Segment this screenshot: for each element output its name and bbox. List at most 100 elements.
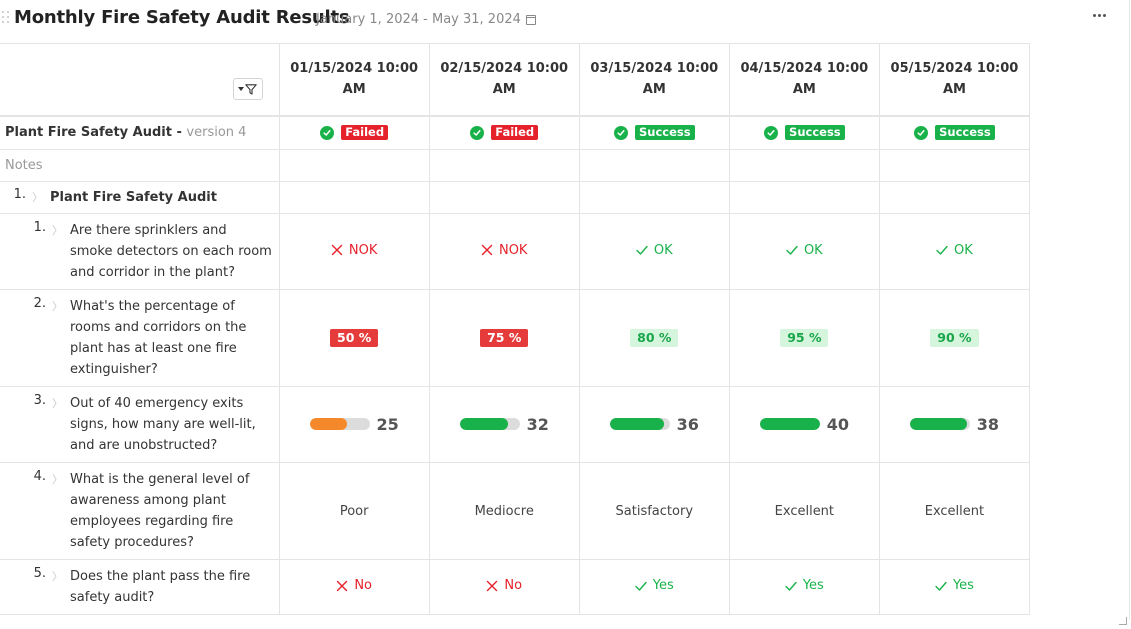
check-circle-icon [764,125,779,140]
chevron-right-icon[interactable]: 〉 [52,300,63,313]
answer-cell[interactable]: 25 [278,386,430,463]
check-icon [935,581,947,591]
question-text-line: smoke detectors on each room [70,244,272,259]
column-date-header[interactable]: 05/15/2024 10:00 AM [878,43,1031,116]
filter-icon [245,83,257,95]
section-empty-cell [878,181,1031,214]
resize-handle-icon[interactable] [1119,617,1127,625]
section-cell[interactable]: 1. 〉 Plant Fire Safety Audit [0,181,280,214]
checkmark-icon [767,129,775,136]
answer-cell[interactable]: No [278,559,430,615]
answer-cell[interactable]: Poor [278,462,430,560]
progress-indicator: 38 [909,415,999,434]
calendar-icon[interactable] [525,14,536,25]
date-range[interactable]: January 1, 2024 - May 31, 2024 [316,12,536,27]
question-cell: 3. 〉 Out of 40 emergency exits signs, how m… [0,386,280,463]
answer-cell[interactable]: 50 % [278,289,430,387]
answer-cell[interactable]: 40 [728,386,880,463]
answer-cell[interactable]: Mediocre [428,462,580,560]
progress-bar-track [609,418,670,431]
answer-negative: No [486,578,522,593]
question-number: 4. [33,469,46,484]
answer-cell[interactable]: 75 % [428,289,580,387]
question-number: 2. [33,296,46,311]
column-date-header[interactable]: 04/15/2024 10:00 AM [728,43,880,116]
answer-cell[interactable]: 32 [428,386,580,463]
progress-bar-fill [609,418,664,431]
answer-cell[interactable]: NOK [278,213,430,290]
question-text-line: awareness among plant [70,493,226,508]
question-text-line: plant has at least one fire [70,341,237,356]
answer-cell[interactable]: Excellent [728,462,880,560]
checkmark-icon [617,129,625,136]
close-icon [481,245,493,256]
notes-cell[interactable] [728,149,880,182]
answer-cell[interactable]: Yes [578,559,730,615]
progress-indicator: 32 [459,415,549,434]
awareness-level: Excellent [924,503,985,519]
question-number: 1. [33,220,46,235]
answer-cell[interactable]: OK [578,213,730,290]
status-badge: Failed [341,125,389,140]
answer-positive: Yes [935,578,974,593]
section-empty-cell [428,181,580,214]
answer-cell[interactable]: No [428,559,580,615]
widget-header: Monthly Fire Safety Audit Results Januar… [0,0,1131,40]
column-date-header[interactable]: 01/15/2024 10:00 AM [278,43,430,116]
status-indicator: Success [764,125,845,140]
answer-cell[interactable]: 95 % [728,289,880,387]
column-date-header[interactable]: 03/15/2024 10:00 AM [578,43,730,116]
chevron-right-icon[interactable]: 〉 [32,191,43,204]
answer-cell[interactable]: 38 [878,386,1031,463]
chevron-right-icon[interactable]: 〉 [52,570,63,583]
answer-cell[interactable]: 36 [578,386,730,463]
awareness-level: Excellent [774,503,835,519]
answer-negative: No [336,578,372,593]
chevron-right-icon[interactable]: 〉 [52,473,63,486]
answer-cell[interactable]: Yes [728,559,880,615]
audit-name: Plant Fire Safety Audit - [5,125,182,141]
question-text-line: employees regarding fire [70,514,234,529]
question-text: Does the plant pass the fire safety audit… [70,566,256,608]
notes-label: Notes [0,149,280,182]
notes-cell[interactable] [878,149,1031,182]
version-row: Plant Fire Safety Audit - version 4 Fail… [0,115,1031,150]
answer-cell[interactable]: OK [728,213,880,290]
answer-cell[interactable]: NOK [428,213,580,290]
answer-value: Yes [952,578,974,594]
check-icon [635,581,647,591]
answer-positive: OK [786,243,823,258]
question-text: Are there sprinklers and smoke detectors … [70,220,278,283]
more-options-icon[interactable] [1093,14,1106,17]
question-text-line: extinguisher? [70,362,158,377]
column-date-header[interactable]: 02/15/2024 10:00 AM [428,43,580,116]
section-empty-cell [278,181,430,214]
answer-value: Yes [802,578,824,594]
chevron-right-icon[interactable]: 〉 [52,224,63,237]
drag-handle-icon[interactable] [2,11,10,27]
section-row: 1. 〉 Plant Fire Safety Audit [0,181,1031,214]
progress-indicator: 36 [609,415,699,434]
filter-button[interactable] [232,78,263,100]
checkmark-icon [917,129,925,136]
widget-border [1129,0,1130,620]
notes-cell[interactable] [278,149,430,182]
answer-cell[interactable]: 90 % [878,289,1031,387]
answer-cell[interactable]: 80 % [578,289,730,387]
notes-cell[interactable] [428,149,580,182]
notes-cell[interactable] [578,149,730,182]
question-text-line: and corridor in the plant? [70,265,235,280]
table-header-row: 01/15/2024 10:00 AM 02/15/2024 10:00 AM … [0,43,1031,116]
question-text-line: and are unobstructed? [70,438,218,453]
chevron-right-icon[interactable]: 〉 [52,397,63,410]
answer-cell[interactable]: Satisfactory [578,462,730,560]
answer-cell[interactable]: Excellent [878,462,1031,560]
question-text: Out of 40 emergency exits signs, how many… [70,393,262,456]
check-icon [636,246,648,255]
answer-cell[interactable]: Yes [878,559,1031,615]
answer-cell[interactable]: OK [878,213,1031,290]
progress-value: 40 [826,414,849,434]
status-cell: Success [878,115,1031,150]
awareness-level: Poor [339,503,369,519]
answer-positive: Yes [785,578,824,593]
